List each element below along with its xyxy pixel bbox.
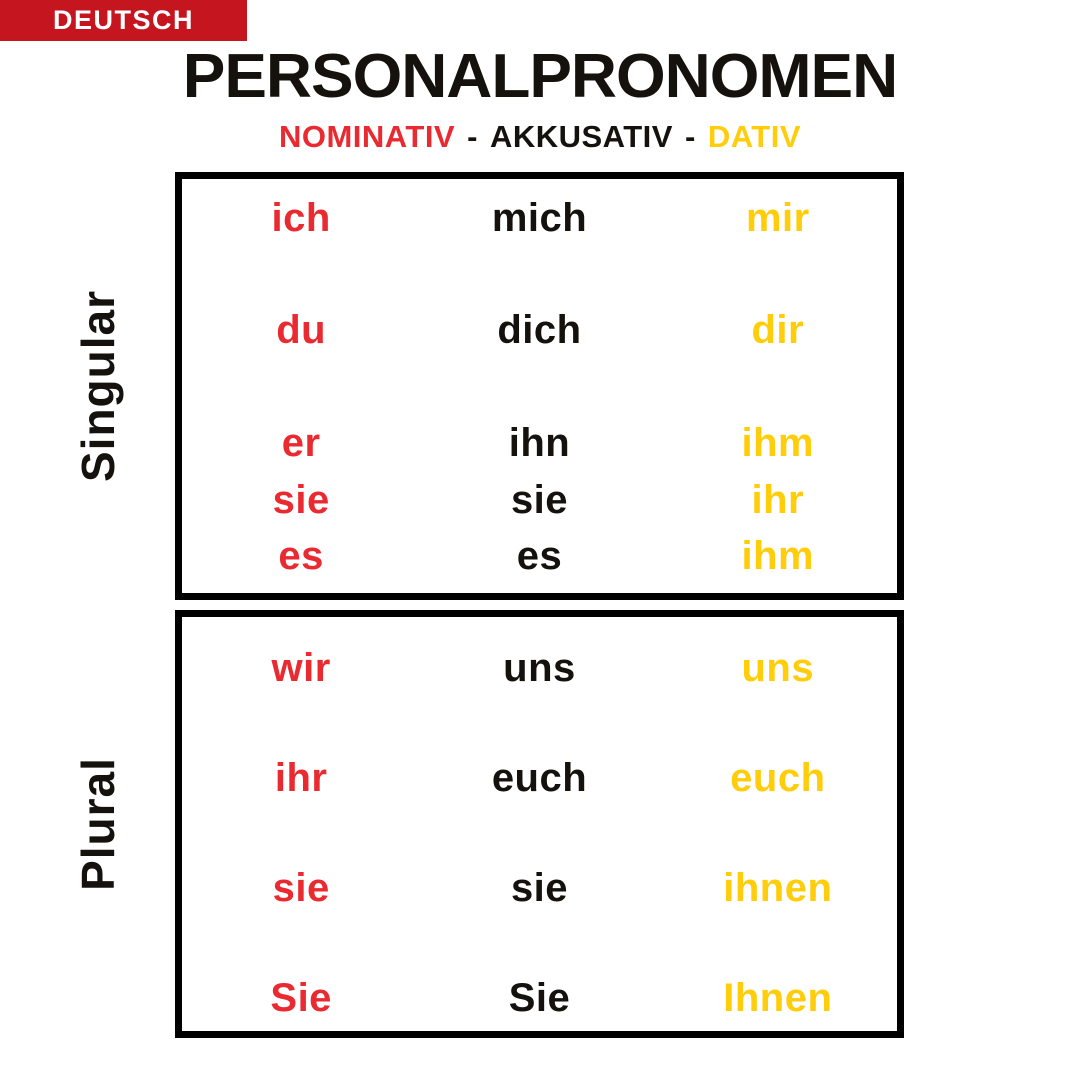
pronoun-cell: uns xyxy=(503,646,576,690)
pronoun-row: wir uns uns xyxy=(182,648,897,688)
pronoun-cell: ihr xyxy=(274,756,328,800)
pronoun-cell: mir xyxy=(745,196,810,240)
pronoun-cell: uns xyxy=(741,646,815,690)
pronoun-row: sie sie ihr xyxy=(182,480,897,520)
pronoun-cell: sie xyxy=(272,478,330,522)
case-subtitle: NOMINATIV - AKKUSATIV - DATIV xyxy=(0,118,1080,156)
singular-table: ich mich mir du dich dir er ihn ihm sie … xyxy=(175,172,904,600)
language-badge: DEUTSCH xyxy=(0,0,247,41)
pronoun-cell: ihnen xyxy=(723,866,833,910)
pronoun-cell: ihm xyxy=(741,534,815,578)
language-badge-label: DEUTSCH xyxy=(52,5,194,35)
subtitle-separator: - xyxy=(684,119,696,154)
pronoun-cell: euch xyxy=(491,756,588,800)
subtitle-dativ: DATIV xyxy=(707,119,802,154)
pronoun-cell: es xyxy=(516,534,563,578)
pronoun-cell: sie xyxy=(510,866,569,910)
subtitle-akkusativ: AKKUSATIV xyxy=(489,119,673,154)
pronoun-cell: dich xyxy=(497,308,582,352)
subtitle-separator: - xyxy=(467,119,478,154)
pronoun-cell: euch xyxy=(730,756,826,800)
plural-table: wir uns uns ihr euch euch sie sie ihnen … xyxy=(175,610,904,1038)
pronoun-row: er ihn ihm xyxy=(182,423,897,463)
plural-section-label: Plural xyxy=(72,757,125,891)
pronoun-cell: sie xyxy=(272,866,330,910)
pronoun-cell: dir xyxy=(751,308,805,352)
pronoun-cell: es xyxy=(278,534,324,578)
subtitle-nominativ: NOMINATIV xyxy=(278,119,456,154)
pronoun-cell: ihm xyxy=(741,421,815,465)
pronoun-cell: ihn xyxy=(508,421,571,465)
pronoun-row: du dich dir xyxy=(182,310,897,350)
pronoun-row: ihr euch euch xyxy=(182,758,897,798)
pronoun-cell: sie xyxy=(510,478,569,522)
pronoun-cell: mich xyxy=(491,196,588,240)
pronoun-cell: Sie xyxy=(508,976,571,1020)
pronoun-cell: ihr xyxy=(751,478,805,522)
pronoun-row: ich mich mir xyxy=(182,198,897,238)
pronoun-cell: ich xyxy=(271,196,331,240)
singular-section-label: Singular xyxy=(72,289,124,483)
pronoun-cell: du xyxy=(276,308,327,352)
pronoun-cell: Ihnen xyxy=(723,976,833,1020)
pronoun-cell: wir xyxy=(271,646,331,690)
page-title: PERSONALPRONOMEN xyxy=(182,42,898,111)
pronoun-row: es es ihm xyxy=(182,536,897,576)
pronoun-cell: er xyxy=(281,421,321,465)
pronoun-row: Sie Sie Ihnen xyxy=(182,978,897,1018)
pronoun-row: sie sie ihnen xyxy=(182,868,897,908)
pronoun-cell: Sie xyxy=(270,976,332,1020)
